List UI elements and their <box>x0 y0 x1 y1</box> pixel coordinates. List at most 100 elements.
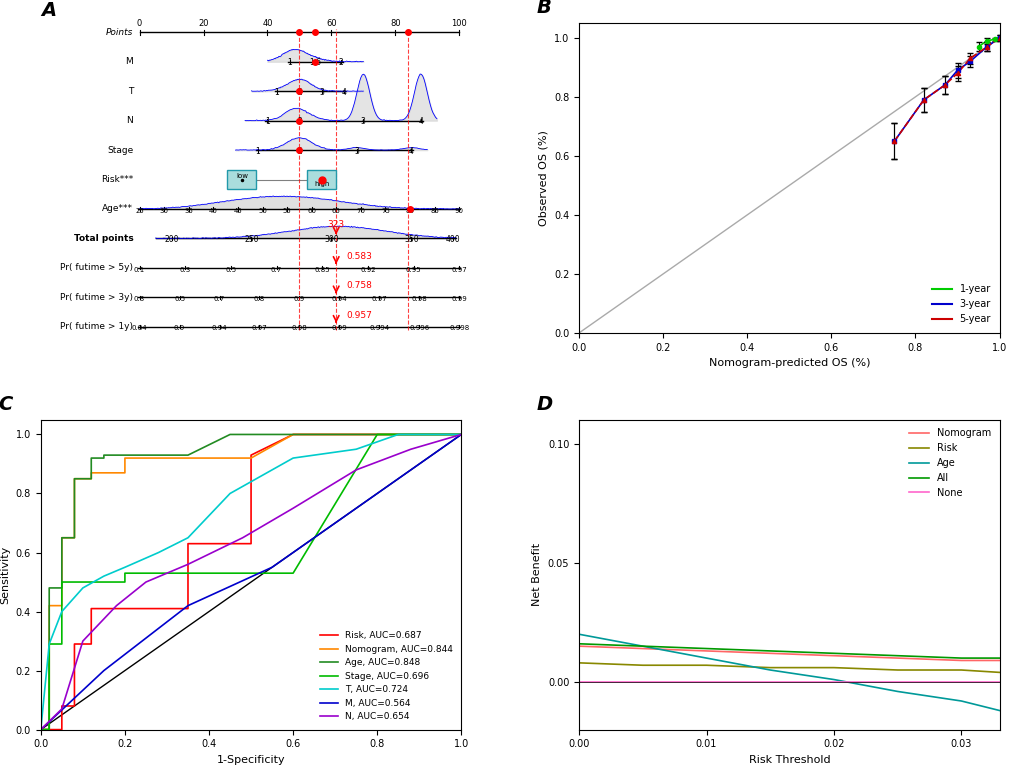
Risk <box>891 665 903 674</box>
Risk, AUC=0.687 <box>371 430 383 439</box>
Risk, AUC=0.687 <box>85 604 97 613</box>
Line: Age, AUC=0.848: Age, AUC=0.848 <box>41 435 461 730</box>
Text: 0.583: 0.583 <box>346 252 372 261</box>
X-axis label: Risk Threshold: Risk Threshold <box>748 755 829 765</box>
Text: 0.99: 0.99 <box>331 326 346 332</box>
Risk, AUC=0.687 <box>181 539 194 548</box>
Text: 323: 323 <box>327 220 344 229</box>
T, AUC=0.724 <box>391 430 404 439</box>
Text: 0.92: 0.92 <box>360 266 375 273</box>
Text: Stage: Stage <box>107 146 133 154</box>
Text: 300: 300 <box>324 235 338 244</box>
Legend: Risk, AUC=0.687, Nomogram, AUC=0.844, Age, AUC=0.848, Stage, AUC=0.696, T, AUC=0: Risk, AUC=0.687, Nomogram, AUC=0.844, Ag… <box>316 627 457 725</box>
Text: 4: 4 <box>341 88 346 97</box>
Text: N: N <box>126 116 133 125</box>
Text: 25: 25 <box>136 207 144 214</box>
Text: 0.98: 0.98 <box>411 296 427 302</box>
Nomogram <box>636 644 648 653</box>
Stage, AUC=0.696 <box>56 578 68 587</box>
Nomogram, AUC=0.844 <box>43 601 55 611</box>
N, AUC=0.654 <box>110 601 122 611</box>
Nomogram, AUC=0.844 <box>118 468 130 478</box>
T, AUC=0.724 <box>76 584 89 593</box>
T, AUC=0.724 <box>181 533 194 542</box>
N, AUC=0.654 <box>181 560 194 569</box>
Text: 30: 30 <box>160 207 168 214</box>
Text: 350: 350 <box>404 235 418 244</box>
Risk <box>827 663 840 672</box>
Line: Stage, AUC=0.696: Stage, AUC=0.696 <box>41 435 461 730</box>
Age, AUC=0.848 <box>181 451 194 460</box>
Text: 4: 4 <box>409 147 414 156</box>
Nomogram, AUC=0.844 <box>98 468 110 478</box>
M, AUC=0.564 <box>98 666 110 675</box>
Text: C: C <box>0 395 13 413</box>
Text: 1: 1 <box>274 88 279 97</box>
Age, AUC=0.848 <box>43 584 55 593</box>
Text: 20: 20 <box>198 19 209 28</box>
Text: 0.84: 0.84 <box>131 326 148 332</box>
Text: high: high <box>314 181 329 187</box>
Nomogram, AUC=0.844 <box>85 474 97 483</box>
Text: Risk***: Risk*** <box>101 175 133 184</box>
Y-axis label: Observed OS (%): Observed OS (%) <box>538 130 548 226</box>
Age, AUC=0.848 <box>56 533 68 542</box>
N, AUC=0.654 <box>76 637 89 646</box>
Risk <box>993 668 1005 677</box>
Stage, AUC=0.696 <box>224 568 236 578</box>
Text: 1: 1 <box>265 118 270 127</box>
Risk, AUC=0.687 <box>110 604 122 613</box>
Age, AUC=0.848 <box>43 725 55 734</box>
T, AUC=0.724 <box>43 640 55 649</box>
Text: Total points: Total points <box>73 234 133 243</box>
Age, AUC=0.848 <box>85 474 97 483</box>
Text: 0.998: 0.998 <box>448 326 469 332</box>
Text: 35: 35 <box>184 207 193 214</box>
Text: low: low <box>235 173 248 179</box>
Text: 1: 1 <box>287 58 291 68</box>
Text: 80: 80 <box>406 207 414 214</box>
Age, AUC=0.848 <box>68 533 81 542</box>
N, AUC=0.654 <box>35 725 47 734</box>
All <box>636 641 648 650</box>
M, AUC=0.564 <box>181 601 194 611</box>
Text: 40: 40 <box>262 19 272 28</box>
N, AUC=0.654 <box>405 445 417 454</box>
Text: 3: 3 <box>355 147 359 156</box>
Stage, AUC=0.696 <box>56 640 68 649</box>
Text: 85: 85 <box>430 207 438 214</box>
N, AUC=0.654 <box>350 465 362 475</box>
Risk <box>636 660 648 670</box>
Age <box>891 687 903 696</box>
Line: M, AUC=0.564: M, AUC=0.564 <box>41 435 461 730</box>
All <box>573 639 585 648</box>
N, AUC=0.654 <box>454 430 467 439</box>
Stage, AUC=0.696 <box>35 725 47 734</box>
Stage, AUC=0.696 <box>371 430 383 439</box>
Age, AUC=0.848 <box>224 430 236 439</box>
Text: 0.7: 0.7 <box>271 266 282 273</box>
Text: 55: 55 <box>282 207 291 214</box>
Age <box>993 706 1005 715</box>
Nomogram <box>993 656 1005 665</box>
Text: 0.8: 0.8 <box>254 296 265 302</box>
Age, AUC=0.848 <box>286 430 299 439</box>
Nomogram <box>955 656 967 665</box>
Age <box>955 697 967 706</box>
Text: 3: 3 <box>319 88 324 97</box>
Text: Age***: Age*** <box>102 204 133 214</box>
Age, AUC=0.848 <box>68 474 81 483</box>
Y-axis label: Net Benefit: Net Benefit <box>532 543 542 606</box>
Text: 0.99: 0.99 <box>450 296 467 302</box>
Stage, AUC=0.696 <box>43 640 55 649</box>
Text: 0.7: 0.7 <box>214 296 225 302</box>
Stage, AUC=0.696 <box>181 568 194 578</box>
Age, AUC=0.848 <box>371 430 383 439</box>
T, AUC=0.724 <box>224 489 236 498</box>
Nomogram <box>827 651 840 660</box>
Text: 2: 2 <box>297 147 302 156</box>
Risk <box>763 663 775 672</box>
Nomogram, AUC=0.844 <box>152 453 164 462</box>
All <box>891 651 903 660</box>
Text: 0.9: 0.9 <box>174 326 185 332</box>
